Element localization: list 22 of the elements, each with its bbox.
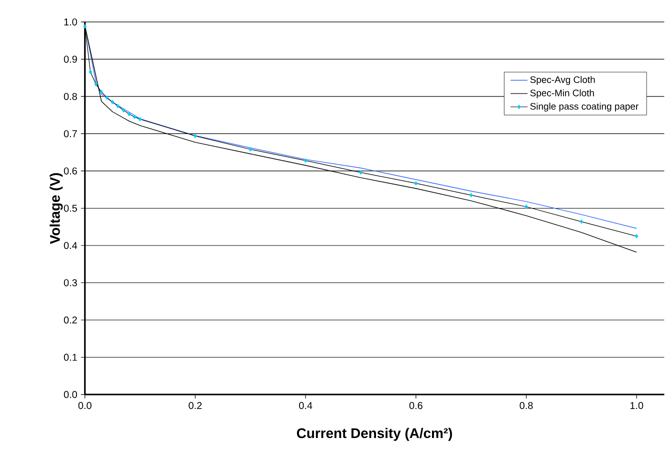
x-tick-label: 1.0 xyxy=(630,402,644,409)
y-tick-label: 1.0 xyxy=(64,18,78,26)
x-tick-label: 0.0 xyxy=(78,402,92,409)
y-tick-label: 0.0 xyxy=(64,390,78,398)
y-tick-label: 0.9 xyxy=(64,56,77,63)
x-tick-label: 0.4 xyxy=(299,402,312,409)
x-axis-title: Current Density (A/cm²) xyxy=(296,428,452,441)
legend-label: Spec-Avg Cloth xyxy=(530,76,595,85)
x-tick-label: 0.8 xyxy=(520,402,533,409)
y-tick-label: 0.4 xyxy=(64,242,78,249)
legend-label: Spec-Min Cloth xyxy=(530,89,594,98)
y-tick-label: 0.6 xyxy=(64,167,77,174)
y-tick-label: 0.2 xyxy=(64,316,77,324)
x-tick-label: 0.6 xyxy=(409,402,422,409)
y-tick-label: 0.3 xyxy=(64,279,77,286)
x-tick-label: 0.2 xyxy=(188,402,202,409)
y-axis-title: Voltage (V) xyxy=(50,172,63,244)
y-tick-label: 0.5 xyxy=(64,204,77,212)
y-tick-label: 0.8 xyxy=(64,92,77,100)
y-tick-label: 0.7 xyxy=(64,130,77,138)
legend-label: Single pass coating paper xyxy=(530,102,638,112)
y-tick-label: 0.1 xyxy=(64,354,77,361)
